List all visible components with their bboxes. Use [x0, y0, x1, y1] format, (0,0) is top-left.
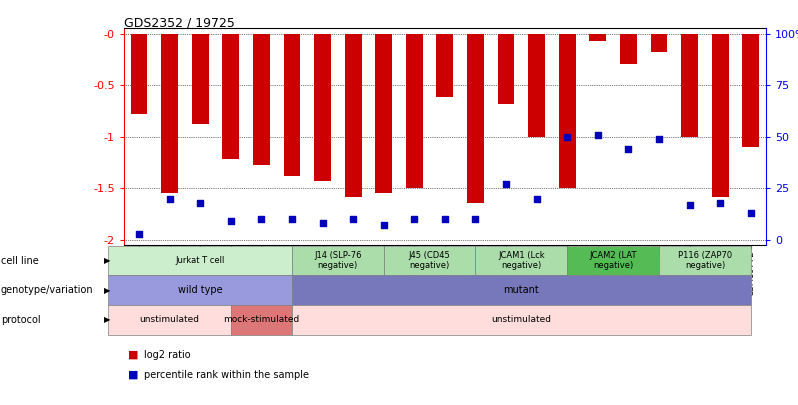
- Text: percentile rank within the sample: percentile rank within the sample: [144, 370, 309, 380]
- Bar: [559, 34, 575, 188]
- Point: [194, 200, 207, 206]
- Bar: [131, 34, 148, 114]
- Bar: [375, 34, 392, 194]
- Point: [531, 195, 543, 202]
- Bar: [437, 34, 453, 98]
- Text: GDS2352 / 19725: GDS2352 / 19725: [124, 16, 235, 29]
- Point: [346, 216, 359, 222]
- Text: JCAM1 (Lck
negative): JCAM1 (Lck negative): [498, 251, 545, 270]
- Point: [745, 210, 757, 216]
- Text: P116 (ZAP70
negative): P116 (ZAP70 negative): [678, 251, 732, 270]
- Text: ▶: ▶: [104, 256, 110, 265]
- Bar: [650, 34, 667, 52]
- Text: unstimulated: unstimulated: [140, 315, 200, 324]
- Bar: [223, 34, 239, 160]
- Point: [622, 146, 635, 152]
- Bar: [345, 34, 361, 196]
- Bar: [467, 34, 484, 203]
- Point: [377, 222, 390, 229]
- Bar: [161, 34, 178, 194]
- Text: unstimulated: unstimulated: [492, 315, 551, 324]
- Point: [683, 202, 696, 208]
- Bar: [528, 34, 545, 136]
- Point: [286, 216, 298, 222]
- Bar: [314, 34, 331, 181]
- Text: cell line: cell line: [1, 256, 38, 266]
- Bar: [742, 34, 759, 147]
- Point: [132, 230, 145, 237]
- Point: [561, 133, 574, 140]
- Point: [255, 216, 268, 222]
- Bar: [192, 34, 208, 124]
- Point: [500, 181, 512, 188]
- Bar: [620, 34, 637, 64]
- Text: JCAM2 (LAT
negative): JCAM2 (LAT negative): [590, 251, 637, 270]
- Point: [224, 218, 237, 224]
- Point: [713, 200, 726, 206]
- Bar: [406, 34, 423, 188]
- Point: [469, 216, 482, 222]
- Text: Jurkat T cell: Jurkat T cell: [176, 256, 225, 265]
- Bar: [498, 34, 515, 104]
- Text: J45 (CD45
negative): J45 (CD45 negative): [409, 251, 450, 270]
- Text: ▶: ▶: [104, 286, 110, 295]
- Text: genotype/variation: genotype/variation: [1, 285, 93, 295]
- Bar: [590, 34, 606, 41]
- Bar: [253, 34, 270, 164]
- Point: [439, 216, 452, 222]
- Point: [653, 136, 666, 142]
- Point: [591, 131, 604, 138]
- Bar: [283, 34, 300, 176]
- Bar: [712, 34, 729, 196]
- Text: protocol: protocol: [1, 315, 41, 325]
- Text: ■: ■: [128, 370, 138, 380]
- Point: [316, 220, 329, 227]
- Bar: [681, 34, 698, 136]
- Text: ■: ■: [128, 350, 138, 360]
- Text: ▶: ▶: [104, 315, 110, 324]
- Point: [408, 216, 421, 222]
- Text: J14 (SLP-76
negative): J14 (SLP-76 negative): [314, 251, 361, 270]
- Text: wild type: wild type: [178, 285, 223, 295]
- Text: mutant: mutant: [504, 285, 539, 295]
- Text: mock-stimulated: mock-stimulated: [223, 315, 299, 324]
- Text: log2 ratio: log2 ratio: [144, 350, 190, 360]
- Point: [164, 195, 176, 202]
